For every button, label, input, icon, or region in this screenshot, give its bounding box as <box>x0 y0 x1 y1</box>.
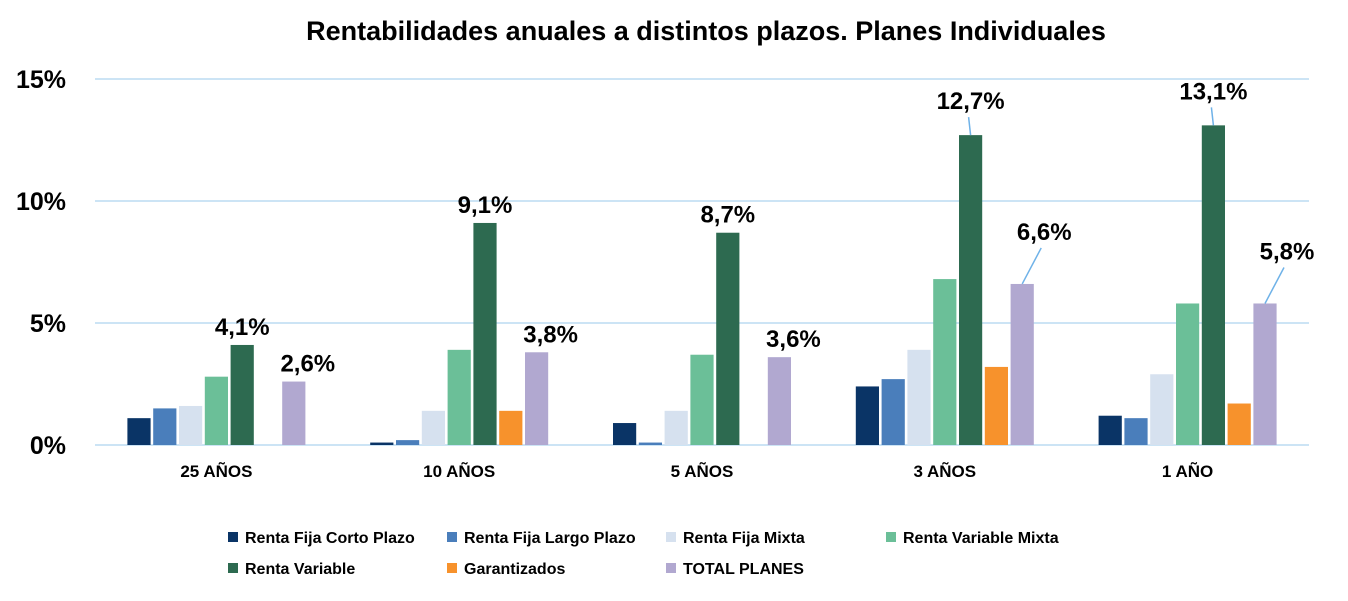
y-tick-label: 0% <box>30 432 66 460</box>
legend-swatch <box>666 532 676 542</box>
bar <box>230 344 254 445</box>
label-leaders <box>967 107 1285 304</box>
bar <box>690 354 714 445</box>
legend-item: Garantizados <box>447 561 565 578</box>
legend-label: Renta Variable <box>245 561 355 578</box>
bar <box>127 418 151 445</box>
chart-title: Rentabilidades anuales a distintos plazo… <box>306 16 1106 46</box>
data-label: 4,1% <box>215 314 270 341</box>
legend-item: Renta Fija Mixta <box>666 530 805 547</box>
bar <box>855 386 879 445</box>
bar <box>881 379 905 445</box>
data-label: 3,8% <box>523 321 578 348</box>
bar <box>179 405 203 445</box>
label-leader-line <box>1210 107 1215 126</box>
label-leader-line <box>967 117 972 136</box>
legend-swatch <box>666 563 676 573</box>
legend-item: TOTAL PLANES <box>666 561 804 578</box>
legend-item: Renta Variable Mixta <box>886 530 1059 547</box>
data-label: 2,6% <box>280 351 335 378</box>
bar <box>1253 303 1277 445</box>
legend-swatch <box>228 532 238 542</box>
bar <box>370 442 394 445</box>
label-leader-line <box>1264 267 1285 304</box>
data-label: 13,1% <box>1179 78 1247 105</box>
bar <box>153 408 177 445</box>
bar <box>638 442 662 445</box>
legend-swatch <box>886 532 896 542</box>
bar <box>396 440 420 445</box>
bar <box>984 366 1008 445</box>
x-tick-label: 5 AÑOS <box>671 461 734 481</box>
bar <box>499 410 523 445</box>
bar <box>447 349 471 445</box>
bar <box>767 357 791 445</box>
y-tick-label: 15% <box>16 66 66 94</box>
legend-swatch <box>228 563 238 573</box>
data-label: 12,7% <box>937 88 1005 115</box>
bars <box>127 125 1277 446</box>
bar <box>1176 303 1200 445</box>
bar <box>421 410 445 445</box>
legend-label: Garantizados <box>464 561 565 578</box>
bar <box>1227 403 1251 445</box>
bar <box>1150 374 1174 445</box>
bar <box>959 135 983 445</box>
data-label: 9,1% <box>458 192 513 219</box>
y-axis: 0% 5% 10% 15% <box>16 66 66 460</box>
data-label: 8,7% <box>700 202 755 229</box>
bar <box>282 381 306 445</box>
bar <box>1201 125 1225 446</box>
bar <box>613 423 637 445</box>
x-tick-label: 1 AÑO <box>1162 461 1213 481</box>
bar <box>525 352 549 445</box>
legend-swatch <box>447 563 457 573</box>
legend-label: Renta Fija Corto Plazo <box>245 530 415 547</box>
legend-swatch <box>447 532 457 542</box>
y-tick-label: 10% <box>16 188 66 216</box>
x-tick-label: 25 AÑOS <box>180 461 252 481</box>
bar <box>473 222 497 445</box>
data-label: 5,8% <box>1260 238 1315 265</box>
data-label: 3,6% <box>766 326 821 353</box>
x-tick-label: 10 AÑOS <box>423 461 495 481</box>
legend-label: Renta Variable Mixta <box>903 530 1059 547</box>
legend-label: TOTAL PLANES <box>683 561 804 578</box>
data-label: 6,6% <box>1017 219 1072 246</box>
bar <box>907 349 931 445</box>
y-tick-label: 5% <box>30 310 66 338</box>
bar <box>933 279 957 445</box>
legend-item: Renta Fija Corto Plazo <box>228 530 415 547</box>
legend-item: Renta Variable <box>228 561 355 578</box>
bar <box>716 232 740 445</box>
x-tick-label: 3 AÑOS <box>913 461 976 481</box>
bar <box>1124 418 1148 445</box>
x-axis: 25 AÑOS 10 AÑOS 5 AÑOS 3 AÑOS 1 AÑO <box>180 461 1213 481</box>
data-labels: 4,1% 2,6% 9,1% 3,8% 8,7% 3,6% 12,7% 6,6% 13,1% 5,… <box>215 78 1315 377</box>
bar <box>1010 283 1034 445</box>
bar <box>204 376 228 445</box>
legend-label: Renta Fija Mixta <box>683 530 805 547</box>
legend-item: Renta Fija Largo Plazo <box>447 530 636 547</box>
label-leader-line <box>1021 247 1042 285</box>
legend-label: Renta Fija Largo Plazo <box>464 530 636 547</box>
bar <box>1098 415 1122 445</box>
bar <box>664 410 688 445</box>
legend: Renta Fija Corto Plazo Renta Fija Largo P… <box>228 530 1059 578</box>
